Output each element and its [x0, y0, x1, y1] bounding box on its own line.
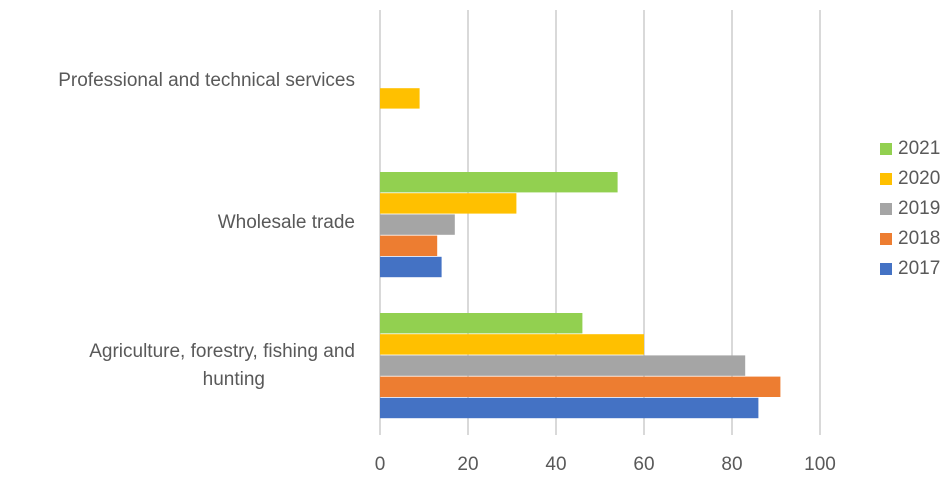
bar-2019-1 — [380, 214, 455, 235]
category-label-line: Agriculture, forestry, fishing and — [89, 341, 355, 362]
bar-2019-2 — [380, 355, 746, 376]
legend-swatch — [880, 143, 892, 155]
legend-item-2020: 2020 — [880, 164, 940, 194]
x-axis-ticks: 0 20 40 60 80 100 — [375, 454, 836, 475]
category-label: Wholesale trade — [5, 209, 355, 237]
bars — [380, 88, 781, 419]
legend-item-2017: 2017 — [880, 254, 940, 284]
category-label-line: Professional and technical services — [58, 70, 355, 91]
bar-2017-2 — [380, 397, 759, 419]
bar-2021-1 — [380, 172, 618, 193]
x-tick-label: 20 — [457, 454, 478, 475]
category-label-line: Wholesale trade — [217, 212, 355, 233]
legend-item-2021: 2021 — [880, 134, 940, 164]
legend-label: 2019 — [898, 198, 941, 219]
legend-item-2019: 2019 — [880, 194, 940, 224]
legend: 2021 2020 2019 2018 2017 — [880, 134, 940, 284]
legend-swatch — [880, 203, 892, 215]
legend-label: 2020 — [898, 168, 941, 189]
legend-label: 2017 — [898, 258, 941, 279]
legend-label: 2021 — [898, 138, 941, 159]
category-label: Agriculture, forestry, fishing and huntin… — [5, 338, 355, 394]
legend-item-2018: 2018 — [880, 224, 940, 254]
bar-2021-2 — [380, 313, 583, 334]
legend-swatch — [880, 263, 892, 275]
x-tick-label: 100 — [804, 454, 836, 475]
legend-label: 2018 — [898, 228, 941, 249]
legend-swatch — [880, 233, 892, 245]
bar-2017-1 — [380, 256, 442, 278]
bar-2020-2 — [380, 334, 644, 355]
bar-2020-1 — [380, 193, 517, 214]
bar-2020-0 — [380, 88, 420, 109]
bar-2018-1 — [380, 235, 438, 256]
category-label-line: hunting — [202, 369, 265, 390]
x-tick-label: 40 — [545, 454, 566, 475]
x-tick-label: 80 — [721, 454, 742, 475]
category-label: Professional and technical services — [5, 67, 355, 95]
legend-swatch — [880, 173, 892, 185]
bar-2018-2 — [380, 376, 781, 397]
x-tick-label: 0 — [375, 454, 386, 475]
x-tick-label: 60 — [633, 454, 654, 475]
